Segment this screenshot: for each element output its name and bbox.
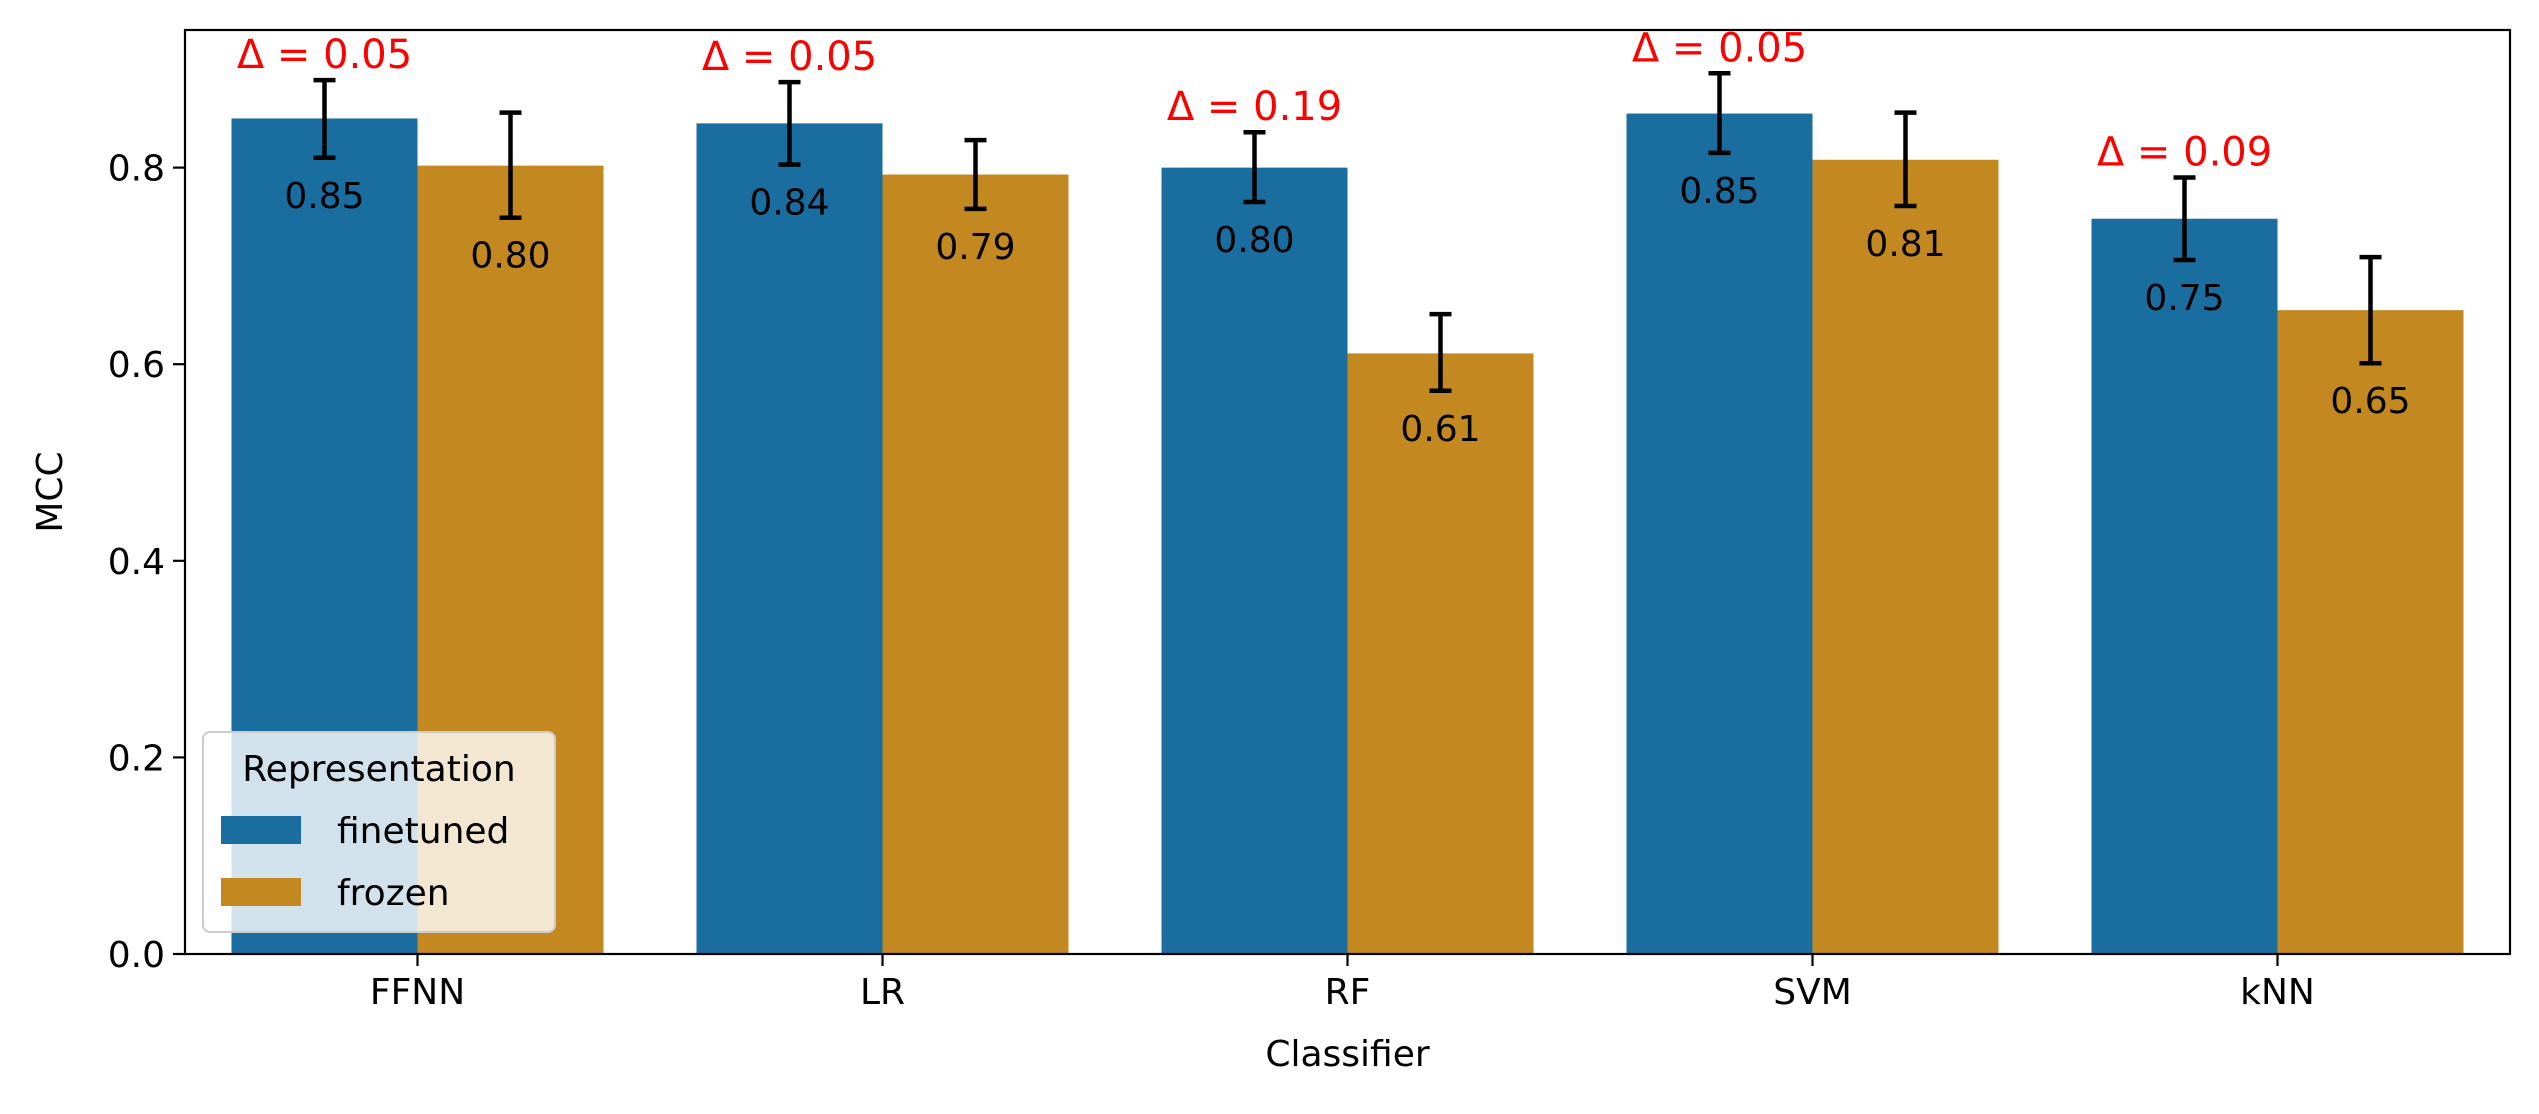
- bar-value-label-frozen-svm: 0.81: [1865, 224, 1945, 265]
- error-bar-finetuned-svm: [1708, 71, 1731, 156]
- x-tick-label: LR: [860, 972, 905, 1013]
- error-bar-finetuned-rf: [1243, 129, 1266, 205]
- delta-annotation-lr: Δ = 0.05: [702, 34, 877, 80]
- legend-label-finetuned: finetuned: [337, 811, 509, 852]
- bar-value-label-frozen-lr: 0.79: [935, 227, 1015, 268]
- bar-finetuned-svm: [1626, 113, 1813, 954]
- error-bar-frozen-svm: [1894, 110, 1917, 209]
- error-bar-frozen-ffnn: [499, 110, 522, 220]
- delta-annotation-ffnn: Δ = 0.05: [237, 32, 412, 78]
- delta-annotation-svm: Δ = 0.05: [1632, 25, 1807, 71]
- x-axis: FFNN LR RF SVM kNN: [370, 954, 2315, 1013]
- error-bar-finetuned-knn: [2173, 175, 2196, 263]
- y-tick-label: 0.4: [108, 542, 165, 583]
- error-bar-frozen-rf: [1429, 311, 1452, 394]
- legend-swatch-finetuned: [221, 816, 301, 844]
- bar-frozen-svm: [1812, 159, 1999, 955]
- bar-frozen-lr: [882, 174, 1069, 955]
- bar-value-label-frozen-rf: 0.61: [1400, 409, 1480, 450]
- y-tick-label: 0.8: [108, 149, 165, 190]
- x-tick-label: RF: [1325, 972, 1371, 1013]
- error-bars-layer: [313, 71, 2382, 394]
- bar-frozen-rf: [1347, 353, 1534, 954]
- legend-label-frozen: frozen: [337, 873, 450, 914]
- y-tick-label: 0.2: [108, 738, 165, 779]
- legend-title: Representation: [242, 749, 515, 790]
- y-tick-label: 0.6: [108, 345, 165, 386]
- bar-value-label-finetuned-knn: 0.75: [2144, 278, 2224, 319]
- bar-value-label-finetuned-ffnn: 0.85: [284, 176, 364, 217]
- delta-annotation-knn: Δ = 0.09: [2097, 129, 2272, 175]
- bar-value-label-frozen-knn: 0.65: [2330, 381, 2410, 422]
- bar-value-label-frozen-ffnn: 0.80: [470, 236, 550, 277]
- legend: Representation finetuned frozen: [202, 731, 556, 933]
- y-axis-label: MCC: [30, 451, 71, 532]
- x-axis-label: Classifier: [1265, 1034, 1430, 1075]
- error-bar-frozen-lr: [964, 137, 987, 212]
- bars-layer: [231, 113, 2464, 955]
- error-bar-finetuned-ffnn: [313, 77, 336, 161]
- x-tick-label: FFNN: [370, 972, 465, 1013]
- y-axis: 0.0 0.2 0.4 0.6 0.8: [108, 149, 185, 976]
- bar-frozen-knn: [2277, 310, 2464, 954]
- error-bar-finetuned-lr: [778, 79, 801, 167]
- legend-swatch-frozen: [221, 878, 301, 906]
- y-tick-label: 0.0: [108, 935, 165, 976]
- x-tick-label: SVM: [1773, 972, 1852, 1013]
- bar-finetuned-rf: [1161, 167, 1348, 955]
- bar-finetuned-knn: [2091, 218, 2278, 954]
- value-labels-layer: 0.85 0.80 0.84 0.79 0.80 0.61 0.85 0.81 0.75 0.65: [284, 171, 2410, 450]
- delta-annotation-rf: Δ = 0.19: [1167, 84, 1342, 130]
- bar-value-label-finetuned-svm: 0.85: [1679, 171, 1759, 212]
- x-tick-label: kNN: [2240, 972, 2315, 1013]
- bar-finetuned-lr: [696, 123, 883, 954]
- error-bar-frozen-knn: [2359, 254, 2382, 366]
- delta-labels-layer: Δ = 0.05 Δ = 0.05 Δ = 0.19 Δ = 0.05 Δ = 0.09: [237, 25, 2272, 175]
- bar-value-label-finetuned-lr: 0.84: [749, 183, 829, 224]
- bar-value-label-finetuned-rf: 0.80: [1214, 220, 1294, 261]
